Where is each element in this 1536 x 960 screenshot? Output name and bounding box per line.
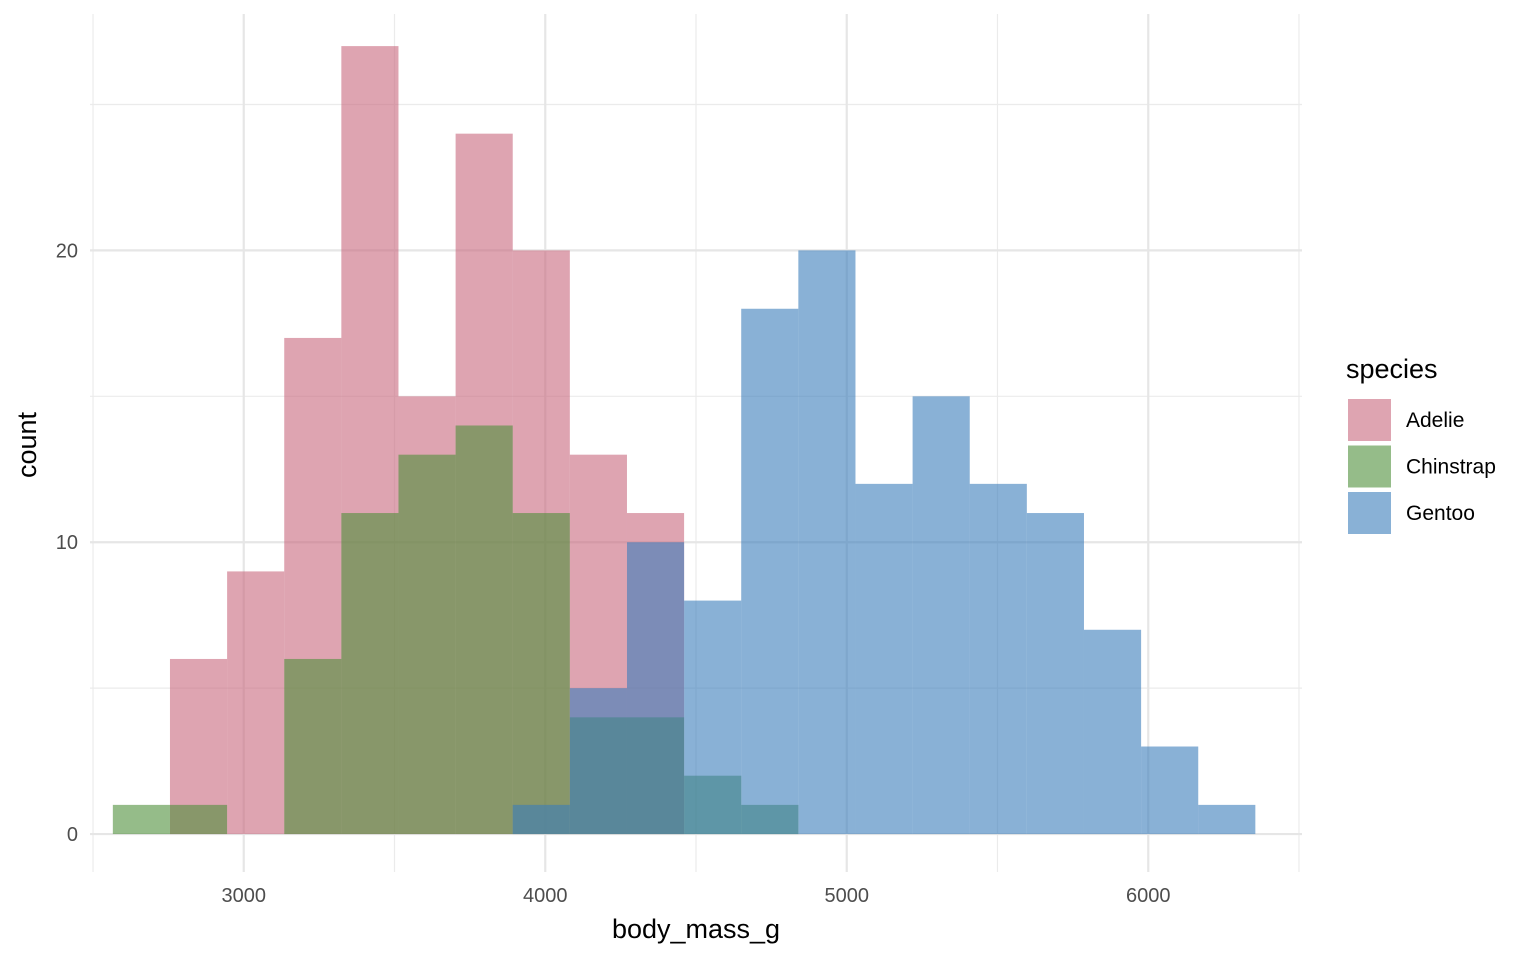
series-gentoo [512,250,1256,835]
y-tick-label: 0 [67,824,78,846]
bar-chinstrap [398,454,456,835]
x-axis-title: body_mass_g [612,914,780,944]
tick-labels: 3000 4000 5000 6000 0 10 20 [56,240,1171,907]
bar-gentoo [912,396,970,835]
bar-chinstrap [169,804,228,835]
bar-gentoo [512,804,570,835]
y-tick-label: 10 [56,532,78,554]
bar-gentoo [626,542,685,835]
x-tick-label: 5000 [824,885,869,907]
bar-gentoo [1083,629,1142,835]
x-tick-label: 3000 [222,885,267,907]
bar-chinstrap [341,513,399,835]
legend-swatch [1348,445,1391,488]
x-tick-label: 4000 [523,885,568,907]
bar-gentoo [969,483,1027,835]
bars [112,46,1256,835]
bar-gentoo [855,483,913,835]
bar-gentoo [741,308,799,835]
legend-swatch [1348,492,1391,534]
legend-title: species [1346,354,1438,384]
bar-chinstrap [112,804,170,835]
bar-gentoo [1198,804,1256,835]
legend: species Adelie Chinstrap Gentoo [1346,354,1496,534]
bar-gentoo [798,250,856,835]
legend-item-chinstrap: Chinstrap [1348,445,1496,488]
bar-gentoo [569,688,627,835]
legend-item-gentoo: Gentoo [1348,492,1475,534]
legend-swatch [1348,399,1391,441]
bar-chinstrap [512,513,570,835]
legend-label: Chinstrap [1406,456,1496,479]
legend-label: Adelie [1406,409,1464,432]
bar-gentoo [1141,746,1199,835]
y-tick-label: 20 [56,240,78,262]
legend-label: Gentoo [1406,502,1475,525]
y-axis-title: count [12,411,42,478]
bar-adelie [227,571,285,835]
bar-gentoo [684,600,742,835]
x-tick-label: 6000 [1126,885,1171,907]
bar-chinstrap [455,425,513,835]
legend-item-adelie: Adelie [1348,399,1464,441]
bar-chinstrap [284,658,342,835]
bar-gentoo [1026,513,1084,835]
